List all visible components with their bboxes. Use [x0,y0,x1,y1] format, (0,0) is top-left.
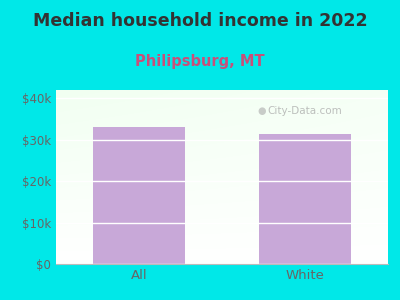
Bar [259,134,351,264]
Text: City-Data.com: City-Data.com [268,106,342,116]
Text: Median household income in 2022: Median household income in 2022 [33,12,367,30]
Text: ●: ● [258,106,266,116]
Text: Philipsburg, MT: Philipsburg, MT [135,54,265,69]
Bar [93,127,185,264]
